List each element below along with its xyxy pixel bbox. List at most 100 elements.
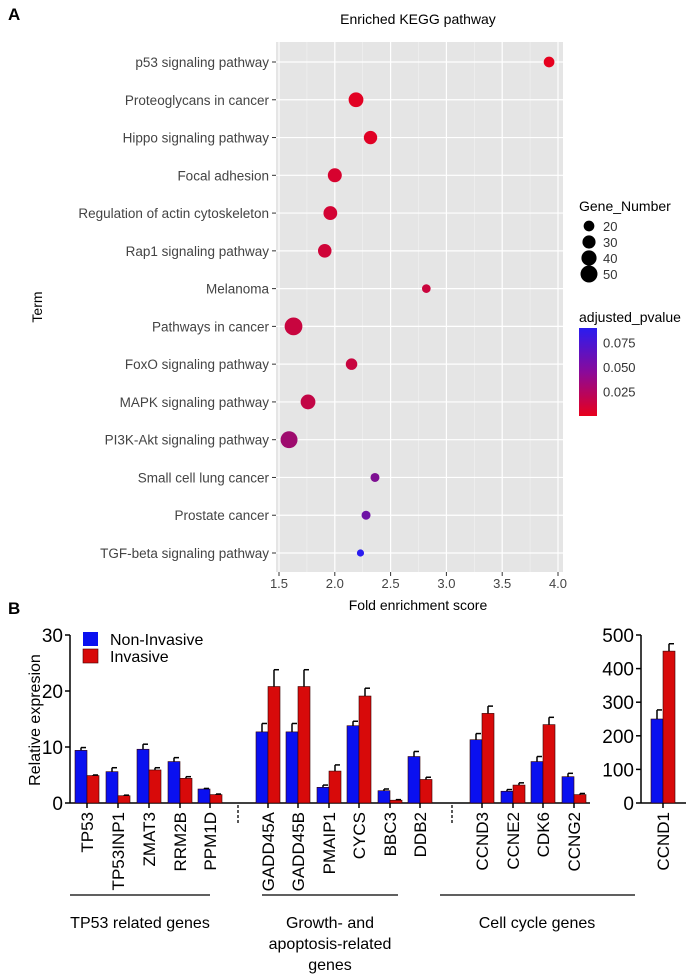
x-tick-label: 1.5 xyxy=(270,576,288,591)
term-label: Melanoma xyxy=(206,282,270,297)
term-label: TGF-beta signaling pathway xyxy=(100,546,269,561)
bar-invasive-ppm1d xyxy=(209,794,223,804)
panel-label-a: A xyxy=(8,5,20,24)
category-label: CCNE2 xyxy=(504,812,523,870)
bar-non-invasive-bbc3 xyxy=(377,790,391,804)
bar-invasive-zmat3 xyxy=(148,769,162,804)
bar-non-invasive-ccne2 xyxy=(500,790,514,804)
point-pi3k-akt-signaling-pathway xyxy=(280,431,298,449)
bar-non-invasive-ccnd3 xyxy=(469,739,483,804)
y-axis-title-a: Term xyxy=(29,291,45,322)
y-tick-label: 100 xyxy=(602,760,634,781)
point-proteoglycans-in-cancer xyxy=(348,92,364,108)
size-legend-dot xyxy=(580,265,598,283)
bar-non-invasive-pmaip1 xyxy=(316,787,330,804)
bar-non-invasive-cycs xyxy=(346,725,360,804)
term-label: PI3K-Akt signaling pathway xyxy=(105,433,270,448)
category-label: GADD45A xyxy=(259,811,278,891)
bar-invasive-cdk6 xyxy=(542,724,556,804)
bar-non-invasive-tp53 xyxy=(74,750,88,804)
y-axis-title-b: Relative expresion xyxy=(27,654,44,786)
category-label: TP53 xyxy=(78,812,97,853)
point-foxo-signaling-pathway xyxy=(345,358,358,370)
size-legend-dot xyxy=(583,220,595,232)
bar-non-invasive-rrm2b xyxy=(167,761,181,804)
bar-invasive-ccng2 xyxy=(573,794,587,804)
x-tick-label: 4.0 xyxy=(549,576,567,591)
point-tgf-beta-signaling-pathway xyxy=(356,549,365,557)
bar-non-invasive-gadd45b xyxy=(285,731,299,804)
legend-label-invasive: Invasive xyxy=(110,649,169,666)
size-legend-dot xyxy=(582,235,596,249)
bar-invasive-rrm2b xyxy=(179,778,193,804)
category-label: CCND3 xyxy=(473,812,492,871)
category-label: BBC3 xyxy=(381,812,400,856)
category-label: ZMAT3 xyxy=(140,812,159,866)
panel-a-title: Enriched KEGG pathway xyxy=(340,11,496,27)
y-tick-label: 500 xyxy=(602,626,634,647)
category-label: PMAIP1 xyxy=(320,812,339,874)
term-label: Small cell lung cancer xyxy=(138,470,270,485)
size-legend-label: 50 xyxy=(603,267,617,282)
category-label: CCNG2 xyxy=(565,812,584,872)
term-label: Rap1 signaling pathway xyxy=(126,244,270,259)
size-legend-title: Gene_Number xyxy=(579,198,671,214)
group-label: genes xyxy=(308,957,352,974)
y-tick-label: 0 xyxy=(623,794,634,815)
point-regulation-of-actin-cytoskeleton xyxy=(323,206,338,220)
bar-non-invasive-tp53inp1 xyxy=(105,771,119,804)
point-focal-adhesion xyxy=(327,168,342,183)
bar-non-invasive-gadd45a xyxy=(255,731,269,804)
color-legend-bar xyxy=(579,328,597,416)
term-label: Pathways in cancer xyxy=(152,319,270,334)
category-label: DDB2 xyxy=(411,812,430,857)
x-axis-title-a: Fold enrichment score xyxy=(349,597,488,613)
bar-non-invasive-cdk6 xyxy=(530,761,544,804)
term-label: p53 signaling pathway xyxy=(135,55,269,70)
color-legend-label: 0.025 xyxy=(603,385,636,400)
category-label: RRM2B xyxy=(171,812,190,872)
point-rap1-signaling-pathway xyxy=(317,244,332,258)
group-label: TP53 related genes xyxy=(70,915,210,932)
bar-invasive-ccnd1 xyxy=(662,650,676,804)
ccnd1-bar-chart: 0 100 200 300 400 500 CCND1 xyxy=(602,626,686,871)
y-tick-label: 10 xyxy=(42,738,63,759)
bar-invasive-tp53inp1 xyxy=(117,795,131,804)
group-label: Cell cycle genes xyxy=(479,915,596,932)
category-label: CDK6 xyxy=(534,812,553,857)
point-prostate-cancer xyxy=(361,510,371,520)
category-label: TP53INP1 xyxy=(109,812,128,890)
y-tick-label: 400 xyxy=(602,660,634,681)
size-legend-label: 20 xyxy=(603,219,617,234)
bar-invasive-pmaip1 xyxy=(328,770,342,804)
y-tick-label: 200 xyxy=(602,727,634,748)
bar-non-invasive-ppm1d xyxy=(197,788,211,804)
bar-invasive-tp53 xyxy=(86,775,100,804)
term-label: FoxO signaling pathway xyxy=(125,357,269,372)
plot-background xyxy=(276,42,563,572)
y-tick-label: 0 xyxy=(52,794,63,815)
bar-invasive-gadd45a xyxy=(267,686,281,804)
expression-bar-chart: 0 10 20 30 TP53 TP53INP1 ZMAT3 RRM2B PPM1D GADD45… xyxy=(42,626,635,974)
bar-invasive-cycs xyxy=(358,695,372,804)
panel-label-b: B xyxy=(8,599,20,618)
bar-invasive-gadd45b xyxy=(297,686,311,804)
bar-invasive-bbc3 xyxy=(389,799,403,804)
bar-non-invasive-ddb2 xyxy=(407,756,421,804)
point-p53-signaling-pathway xyxy=(543,56,555,68)
legend-swatch-non-invasive xyxy=(83,632,98,646)
point-small-cell-lung-cancer xyxy=(370,472,380,482)
point-melanoma xyxy=(421,284,431,293)
category-label: CCND1 xyxy=(654,812,673,871)
bar-non-invasive-ccnd1 xyxy=(650,718,664,804)
color-legend-label: 0.050 xyxy=(603,360,636,375)
term-label: MAPK signaling pathway xyxy=(120,395,270,410)
group-label: Growth- and xyxy=(286,915,374,932)
term-label: Prostate cancer xyxy=(174,508,269,523)
legend-swatch-invasive xyxy=(82,648,99,664)
category-label: PPM1D xyxy=(201,812,220,871)
x-tick-label: 3.0 xyxy=(437,576,455,591)
color-legend-title: adjusted_pvalue xyxy=(579,309,681,325)
bar-invasive-ddb2 xyxy=(419,779,433,804)
